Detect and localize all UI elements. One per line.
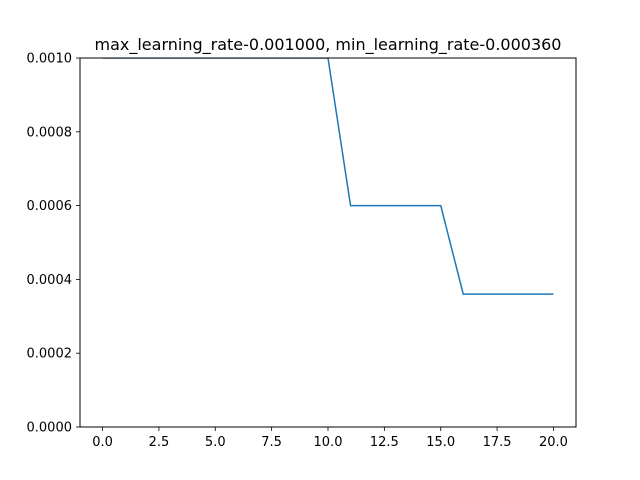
x-tick-label: 10.0 xyxy=(314,435,343,450)
x-tick-label: 12.5 xyxy=(370,435,399,450)
plot-frame xyxy=(79,57,577,428)
x-tick-label: 17.5 xyxy=(483,435,512,450)
x-tick-label: 5.0 xyxy=(205,435,226,450)
x-tick-label: 2.5 xyxy=(149,435,170,450)
y-tick-label: 0.0010 xyxy=(27,52,73,67)
y-tick-label: 0.0006 xyxy=(27,199,73,214)
x-tick-label: 15.0 xyxy=(426,435,455,450)
x-tick-label: 0.0 xyxy=(92,435,113,450)
y-tick-label: 0.0002 xyxy=(27,347,73,362)
x-tick-label: 20.0 xyxy=(539,435,568,450)
x-axis: 0.0 2.5 5.0 7.5 10.0 12.5 15.0 17.5 20.0 xyxy=(92,427,568,450)
series-line-0 xyxy=(102,58,554,295)
y-tick-label: 0.0004 xyxy=(27,273,73,288)
y-axis: 0.0000 0.0002 0.0004 0.0006 0.0008 0.0010 xyxy=(27,52,80,436)
series-layer xyxy=(102,58,554,295)
chart-title: max_learning_rate-0.001000, min_learning… xyxy=(95,35,562,55)
y-tick-label: 0.0000 xyxy=(27,421,73,436)
x-tick-label: 7.5 xyxy=(261,435,282,450)
y-tick-label: 0.0008 xyxy=(27,125,73,140)
